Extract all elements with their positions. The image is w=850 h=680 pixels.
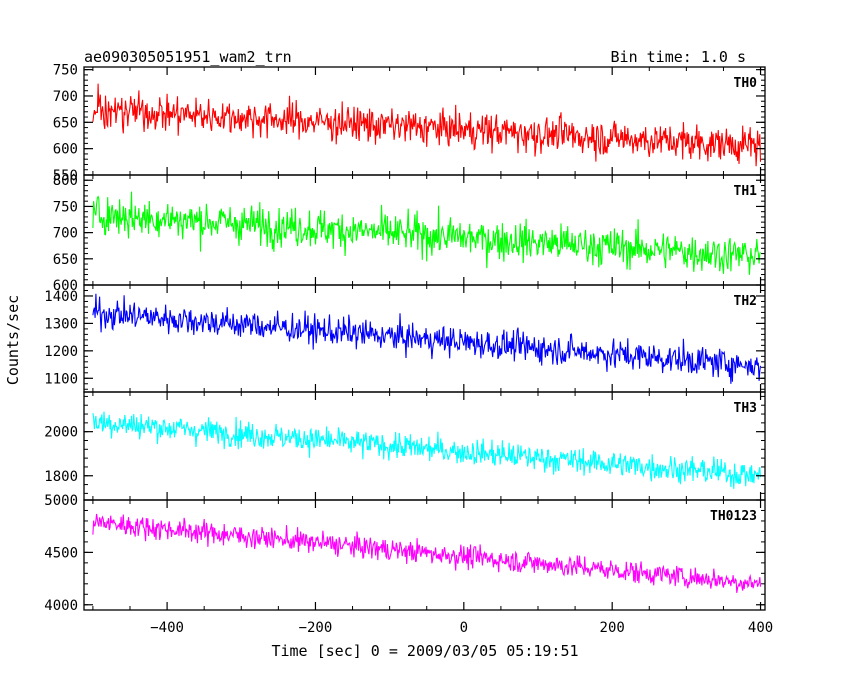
panel-label: TH2 — [734, 294, 757, 309]
series-th0123 — [92, 513, 762, 593]
y-tick-label: 2000 — [44, 425, 78, 441]
y-tick-label: 5000 — [44, 493, 78, 509]
series-th0 — [92, 83, 762, 167]
y-tick-label: 1100 — [44, 371, 78, 387]
panel-th2: 1100 1200 1300 1400 TH2 — [44, 284, 766, 393]
x-axis: −400 −200 0 200 400 — [150, 620, 773, 636]
y-tick-label: 550 — [53, 168, 78, 184]
panel-th0: 550 600 650 700 750 TH0 — [53, 63, 766, 184]
chart-title: ae090305051951_wam2_trn — [84, 48, 292, 66]
y-tick-label: 600 — [53, 142, 78, 158]
y-tick-label: 4000 — [44, 598, 78, 614]
panel-label: TH0 — [734, 76, 758, 91]
y-tick-label: 800 — [53, 173, 78, 189]
x-tick-label: 400 — [748, 620, 773, 636]
panel-th1: 600 650 700 750 800 TH1 — [53, 173, 766, 294]
x-tick-label: −200 — [299, 620, 333, 636]
x-tick-label: −400 — [150, 620, 184, 636]
bin-time-label: Bin time: 1.0 s — [611, 48, 746, 66]
panel-frame — [83, 391, 766, 501]
panel-label: TH0123 — [710, 509, 757, 524]
y-tick-label: 1200 — [44, 344, 78, 360]
x-tick-label: 200 — [600, 620, 625, 636]
y-tick-label: 700 — [53, 226, 78, 242]
y-tick-label: 1300 — [44, 316, 78, 332]
y-tick-label: 650 — [53, 115, 78, 131]
y-tick-label: 1400 — [44, 289, 78, 305]
panel-label: TH3 — [734, 401, 757, 416]
panel-th3: 1800 2000 TH3 — [44, 391, 766, 501]
y-tick-label: 750 — [53, 199, 78, 215]
x-axis-label: Time [sec] 0 = 2009/03/05 05:19:51 — [271, 642, 578, 660]
panel-frame — [83, 499, 766, 611]
x-tick-label: 0 — [460, 620, 468, 636]
panel-th0123: 4000 4500 5000 TH0123 — [44, 493, 766, 614]
y-tick-label: 750 — [53, 63, 78, 79]
panels-group: 550 600 650 700 750 TH0 600 650 700 750 800 TH1 1100… — [44, 63, 766, 614]
panel-label: TH1 — [734, 184, 758, 199]
y-tick-label: 4500 — [44, 545, 78, 561]
y-tick-label: 600 — [53, 278, 78, 294]
series-th3 — [92, 411, 762, 489]
y-tick-label: 700 — [53, 89, 78, 105]
series-th2 — [92, 293, 762, 384]
series-th1 — [92, 191, 761, 275]
y-tick-label: 1800 — [44, 469, 78, 485]
y-tick-label: 650 — [53, 252, 78, 268]
y-axis-label: Counts/sec — [4, 295, 22, 385]
